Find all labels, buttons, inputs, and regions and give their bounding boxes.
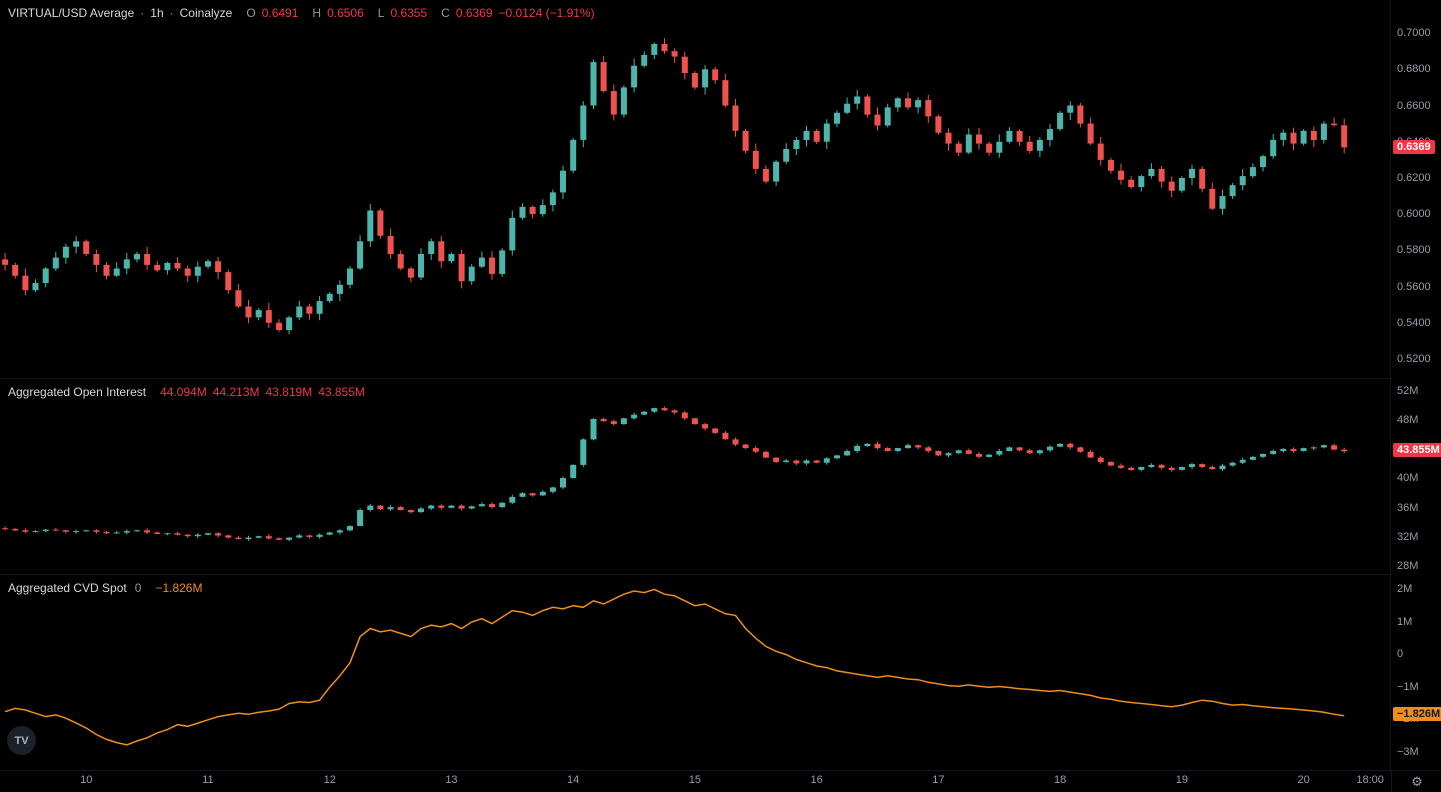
low-value: 0.6355 (390, 6, 428, 20)
time-axis-label: 11 (202, 774, 214, 786)
oi-last-badge: 43.855M (1393, 443, 1441, 458)
high-value: 0.6506 (327, 6, 364, 20)
open-key: O (246, 6, 256, 20)
price-pane-canvas[interactable] (0, 0, 1391, 378)
close-key: C (441, 6, 450, 20)
price-pane: VIRTUAL/USD Average · 1h · Coinalyze O 0.… (0, 0, 1391, 378)
time-axis-label: 12 (323, 774, 336, 786)
oi-close-value: 43.855M (318, 385, 365, 399)
time-axis-label: 19 (1175, 774, 1188, 786)
price-axis-label: 0.5800 (1397, 244, 1431, 257)
price-axis-label: 0.6600 (1397, 99, 1431, 112)
time-axis-label: 14 (567, 774, 580, 786)
price-axis-label: 0.5200 (1397, 352, 1431, 365)
oi-axis-label: 48M (1397, 414, 1419, 427)
time-axis-label: 17 (932, 774, 945, 786)
time-axis-label: 20 (1297, 774, 1310, 786)
price-axis-label: 0.7000 (1397, 27, 1431, 40)
cvd-pane: Aggregated CVD Spot 0 −1.826M (0, 574, 1391, 772)
settings-gear-icon[interactable]: ⚙ (1411, 774, 1423, 789)
high-key: H (312, 6, 322, 20)
open-interest-pane: Aggregated Open Interest 44.094M 44.213M… (0, 378, 1391, 574)
cvd-value: −1.826M (155, 581, 203, 595)
price-axis-label: 0.5400 (1397, 316, 1431, 329)
separator-dot: · (169, 6, 174, 20)
time-axis[interactable]: 10 11 12 13 14 15 16 17 18 19 20 18:00 (0, 770, 1391, 792)
cvd-title[interactable]: Aggregated CVD Spot (8, 581, 127, 595)
time-axis-label: 18 (1054, 774, 1067, 786)
time-axis-label: 18:00 (1356, 774, 1384, 786)
oi-axis-label: 40M (1397, 472, 1419, 485)
oi-axis-label: 52M (1397, 385, 1419, 398)
time-axis-label: 13 (445, 774, 458, 786)
oi-axis-label: 28M (1397, 559, 1419, 572)
oi-low-value: 43.819M (265, 385, 313, 399)
time-axis-label: 10 (80, 774, 93, 786)
oi-open-value: 44.094M (160, 385, 207, 399)
cvd-legend: Aggregated CVD Spot 0 −1.826M (8, 580, 202, 596)
oi-axis-label: 36M (1397, 501, 1419, 514)
cvd-axis-label: 2M (1397, 582, 1413, 595)
price-axis-label: 0.5600 (1397, 280, 1431, 293)
cvd-last-badge: −1.826M (1393, 706, 1441, 721)
change-label: −0.0124 (−1.91%) (498, 6, 595, 20)
cvd-pane-canvas[interactable] (0, 575, 1391, 772)
cvd-axis-label: −3M (1397, 746, 1419, 759)
time-axis-label: 15 (688, 774, 702, 786)
price-last-badge: 0.6369 (1393, 140, 1435, 155)
price-legend: VIRTUAL/USD Average · 1h · Coinalyze O 0.… (8, 5, 595, 21)
cvd-param: 0 (134, 581, 142, 595)
oi-axis-label: 32M (1397, 530, 1419, 543)
price-axis[interactable]: 0.70000.68000.66000.64000.62000.60000.58… (1390, 0, 1441, 770)
interval-label[interactable]: 1h (150, 6, 164, 20)
time-axis-label: 16 (810, 774, 823, 786)
tradingview-logo-text: TV (14, 734, 29, 747)
price-axis-label: 0.6800 (1397, 63, 1431, 76)
cvd-axis-label: 1M (1397, 615, 1413, 628)
oi-high-value: 44.213M (212, 385, 260, 399)
cvd-axis-label: −1M (1397, 680, 1419, 693)
open-interest-pane-canvas[interactable] (0, 379, 1391, 574)
cvd-axis-label: 0 (1397, 648, 1404, 661)
price-axis-label: 0.6000 (1397, 208, 1431, 221)
low-key: L (377, 6, 385, 20)
axis-corner: ⚙ (1391, 770, 1441, 792)
open-interest-legend: Aggregated Open Interest 44.094M 44.213M… (8, 384, 365, 400)
close-value: 0.6369 (455, 6, 493, 20)
symbol-title[interactable]: VIRTUAL/USD Average (8, 6, 135, 20)
chart-area: VIRTUAL/USD Average · 1h · Coinalyze O 0.… (0, 0, 1391, 772)
open-value: 0.6491 (261, 6, 299, 20)
price-axis-label: 0.6200 (1397, 171, 1431, 184)
tradingview-logo[interactable]: TV (7, 726, 36, 755)
separator-dot: · (140, 6, 145, 20)
open-interest-title[interactable]: Aggregated Open Interest (8, 385, 147, 399)
source-label: Coinalyze (179, 6, 233, 20)
